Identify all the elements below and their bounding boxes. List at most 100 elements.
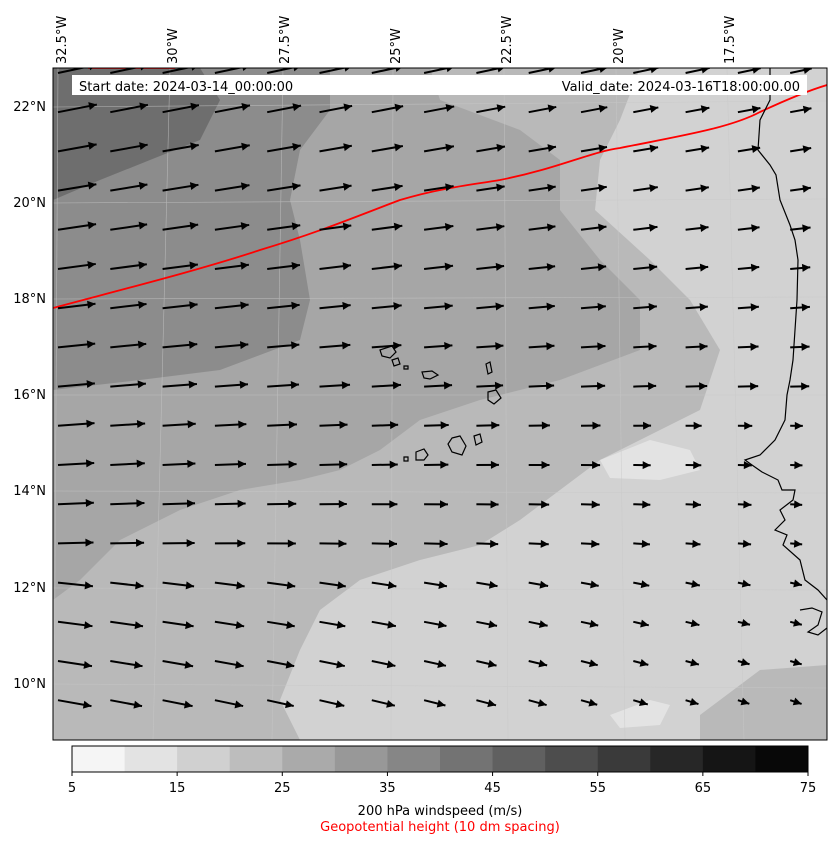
wind-arrow [737, 461, 752, 470]
colorbar-bin [72, 746, 126, 772]
wind-arrow [214, 699, 244, 709]
wind-arrow [685, 500, 701, 509]
lat-label: 20°N [13, 196, 46, 211]
wind-arrow [528, 500, 550, 509]
wind-arrow [57, 141, 97, 153]
wind-arrow [790, 263, 811, 272]
wind-arrow [633, 539, 650, 548]
wind-arrow [633, 144, 659, 153]
wind-arrow [633, 303, 657, 311]
wind-arrow [267, 182, 301, 192]
wind-arrow [267, 262, 301, 270]
wind-arrow [162, 142, 199, 153]
wind-arrow [476, 580, 498, 589]
lat-label: 22°N [13, 100, 46, 115]
wind-arrow [57, 499, 94, 508]
wind-arrow [162, 699, 193, 709]
wind-arrow [476, 539, 499, 548]
wind-arrow [371, 381, 402, 390]
wind-arrow [319, 381, 351, 390]
wind-arrow [685, 342, 708, 351]
wind-arrow [110, 142, 148, 153]
wind-arrow [214, 499, 246, 508]
wind-arrow [423, 143, 455, 153]
wind-arrow [57, 660, 93, 669]
wind-arrow [685, 697, 699, 706]
colorbar-bin [650, 746, 704, 772]
wind-arrow [319, 500, 347, 509]
wind-arrow [580, 263, 607, 272]
wind-arrow [57, 221, 97, 231]
wind-arrow [162, 340, 198, 349]
lat-label: 10°N [13, 677, 46, 692]
wind-arrow [319, 182, 352, 192]
wind-arrow [57, 102, 98, 114]
wind-arrow [580, 659, 598, 668]
lon-label: 25°W [389, 28, 404, 64]
wind-arrow [476, 659, 497, 668]
wind-arrow [266, 68, 299, 74]
wind-arrow [371, 500, 398, 509]
wind-arrow [789, 618, 803, 627]
wind-arrow [424, 500, 448, 509]
wind-arrow [214, 68, 248, 74]
wind-arrow [319, 620, 346, 629]
wind-arrow [162, 261, 198, 270]
wind-arrow [528, 223, 556, 232]
start-date-label: Start date: 2024-03-14_00:00:00 [79, 80, 293, 95]
wind-arrow [110, 221, 148, 231]
wind-arrow [57, 538, 94, 547]
wind-arrow [528, 104, 557, 114]
colorbar-tick-label: 25 [274, 781, 291, 796]
wind-arrow [371, 302, 402, 311]
wind-arrow [424, 460, 449, 469]
wind-arrow [685, 144, 710, 153]
wind-arrow [685, 421, 702, 430]
wind-arrow [267, 460, 297, 469]
wind-arrow [371, 143, 404, 153]
lon-label: 27.5°W [278, 16, 293, 64]
wind-arrow [423, 104, 455, 114]
colorbar-bin [702, 746, 756, 772]
wind-arrow [267, 381, 300, 389]
wind-arrow [424, 421, 449, 430]
wind-arrow [214, 142, 250, 153]
wind-arrow [214, 261, 250, 270]
colorbar-tick-label: 65 [695, 781, 712, 796]
wind-arrow [214, 581, 245, 590]
wind-arrow [162, 380, 198, 389]
wind-arrow [737, 500, 752, 509]
wind-arrow [371, 620, 397, 629]
wind-arrow [319, 660, 345, 669]
wind-arrow [737, 382, 759, 391]
wind-arrow [110, 499, 145, 508]
wind-arrow [423, 68, 453, 74]
wind-arrow [580, 619, 599, 628]
wind-arrow [57, 581, 94, 590]
wind-arrow [162, 620, 194, 630]
colorbar-bin [597, 746, 651, 772]
wind-arrow [110, 420, 146, 429]
wind-arrow [790, 382, 810, 391]
wind-arrow [266, 699, 294, 709]
wind-arrow [424, 381, 453, 390]
wind-arrow [162, 68, 196, 74]
wind-arrow [633, 184, 658, 193]
wind-arrow [162, 221, 199, 231]
wind-arrow [423, 581, 448, 589]
wind-arrow [737, 579, 751, 588]
wind-arrow [580, 381, 606, 390]
windspeed-patch-right [700, 665, 827, 740]
colorbar-tick-label: 35 [379, 781, 396, 796]
lon-label: 30°W [166, 28, 181, 64]
wind-arrow [57, 261, 96, 270]
wind-arrow [267, 222, 301, 231]
wind-arrow [162, 102, 200, 114]
lon-label: 22.5°W [500, 16, 515, 64]
wind-arrow [476, 620, 498, 629]
wind-arrow [423, 699, 446, 708]
wind-arrow [476, 223, 505, 232]
wind-arrow [633, 619, 650, 628]
wind-arrow [162, 459, 196, 468]
